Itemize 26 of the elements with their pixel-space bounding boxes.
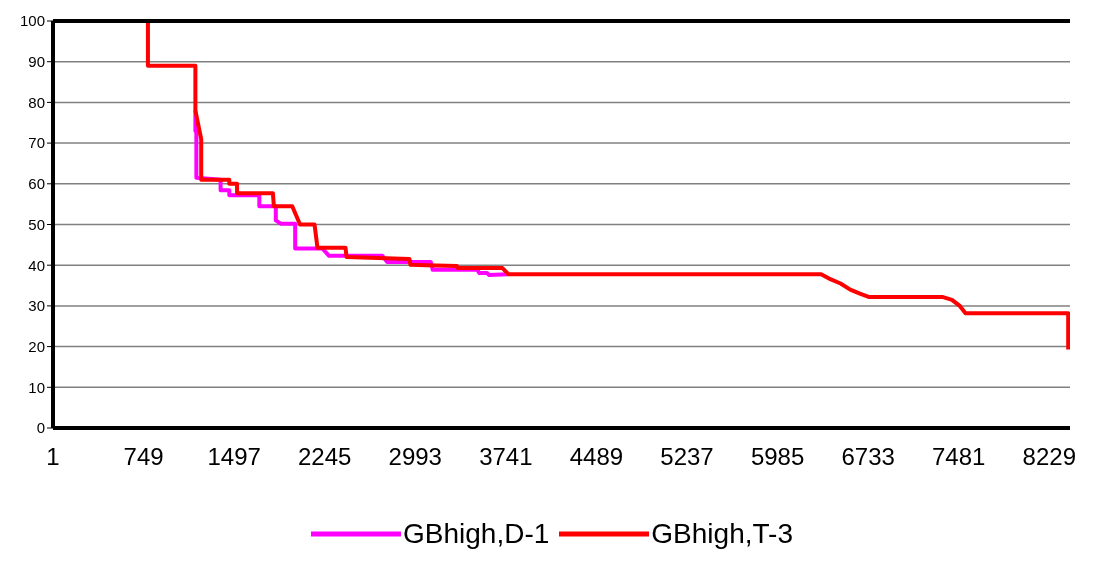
- y-tick-label: 10: [28, 378, 45, 396]
- y-tick-label: 90: [28, 53, 45, 71]
- y-tick-label: 40: [28, 256, 45, 274]
- legend-label: GBhigh,T-3: [651, 518, 793, 550]
- x-tick-label: 5237: [660, 443, 714, 471]
- x-tick-label: 4489: [569, 443, 624, 471]
- x-tick-label: 6733: [841, 443, 895, 471]
- x-tick-label: 1: [46, 443, 60, 471]
- x-tick-label: 1497: [207, 443, 261, 471]
- x-tick-label: 3741: [479, 443, 533, 471]
- y-tick-label: 70: [28, 134, 45, 152]
- x-tick-label: 5985: [750, 443, 805, 471]
- x-tick-label: 2993: [388, 443, 442, 471]
- y-tick-label: 100: [19, 12, 45, 30]
- y-tick-label: 0: [36, 419, 45, 437]
- y-tick-label: 50: [28, 215, 45, 233]
- y-tick-label: 20: [28, 337, 45, 355]
- x-tick-label: 2245: [298, 443, 352, 471]
- x-tick-label: 749: [123, 443, 164, 471]
- legend-label: GBhigh,D-1: [403, 518, 550, 550]
- y-tick-label: 30: [28, 297, 45, 315]
- y-tick-label: 80: [28, 93, 45, 111]
- x-tick-label: 7481: [932, 443, 986, 471]
- line-series: [145, 21, 1070, 352]
- x-tick-label: 8229: [1022, 443, 1076, 471]
- y-tick-label: 60: [28, 175, 45, 193]
